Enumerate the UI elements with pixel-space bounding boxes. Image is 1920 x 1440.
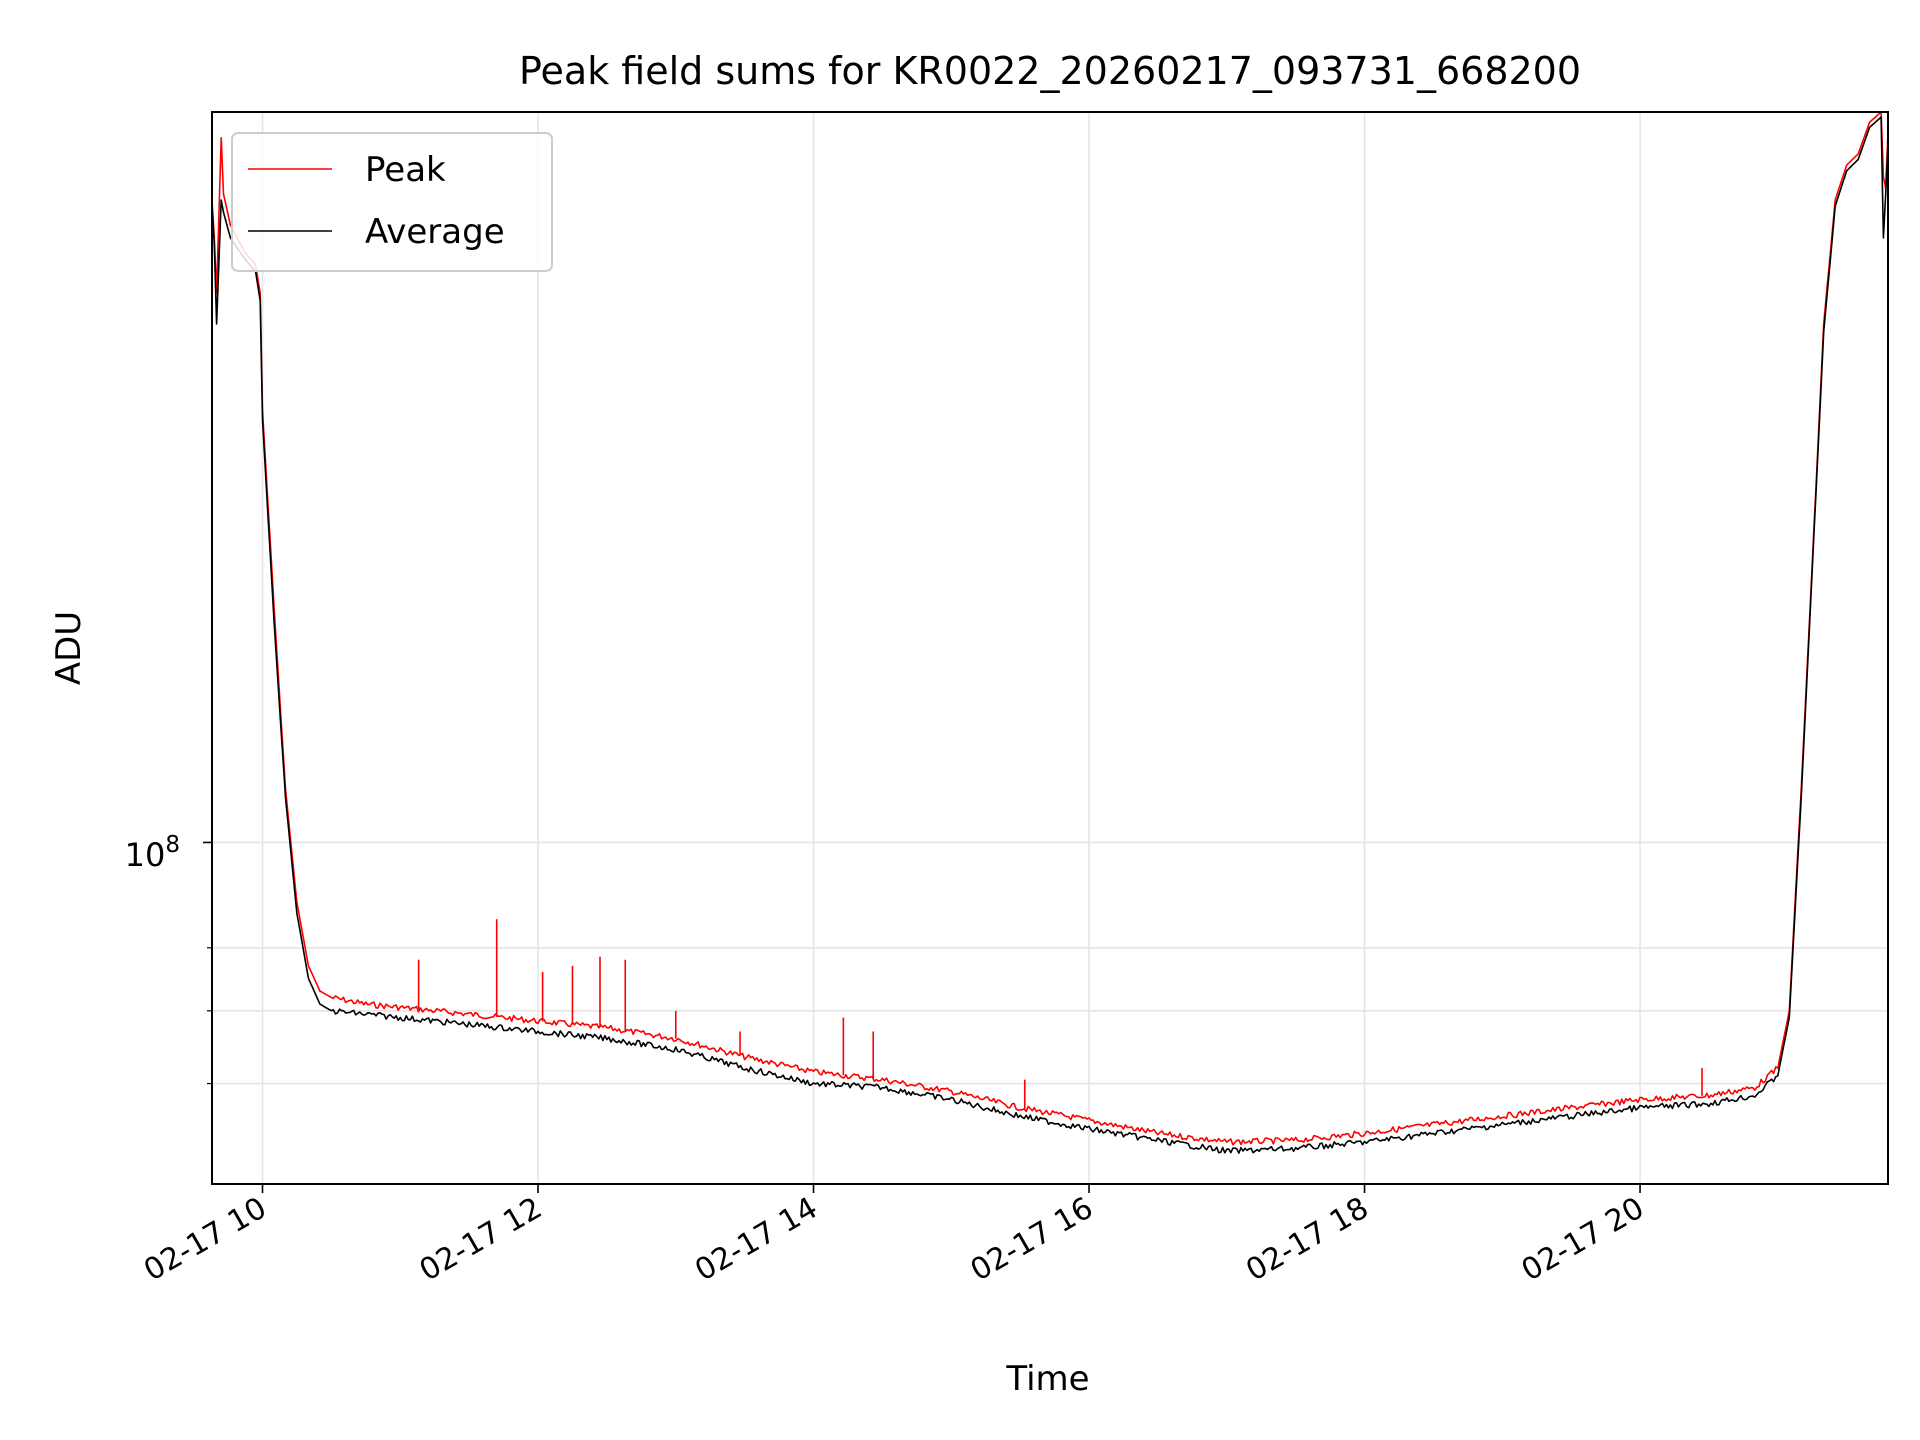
y-axis: 108: [125, 832, 212, 1085]
y-tick-base: 10: [125, 836, 166, 874]
chart-title: Peak field sums for KR0022_20260217_0937…: [519, 49, 1581, 93]
legend: Peak Average: [231, 132, 553, 272]
series-line-peak: [211, 111, 1889, 1146]
grid: [212, 112, 1888, 1184]
legend-label-peak: Peak: [365, 150, 446, 190]
legend-label-average: Average: [365, 212, 505, 252]
y-axis-label: ADU: [49, 611, 89, 685]
series-layer: [211, 111, 1889, 1154]
y-major-tick-label: 108: [125, 832, 180, 874]
legend-box: [231, 132, 553, 272]
plot-frame: [211, 111, 1889, 1185]
x-axis-label: Time: [1005, 1359, 1089, 1399]
series-line-average: [211, 116, 1889, 1154]
y-tick-exponent: 8: [165, 832, 180, 858]
